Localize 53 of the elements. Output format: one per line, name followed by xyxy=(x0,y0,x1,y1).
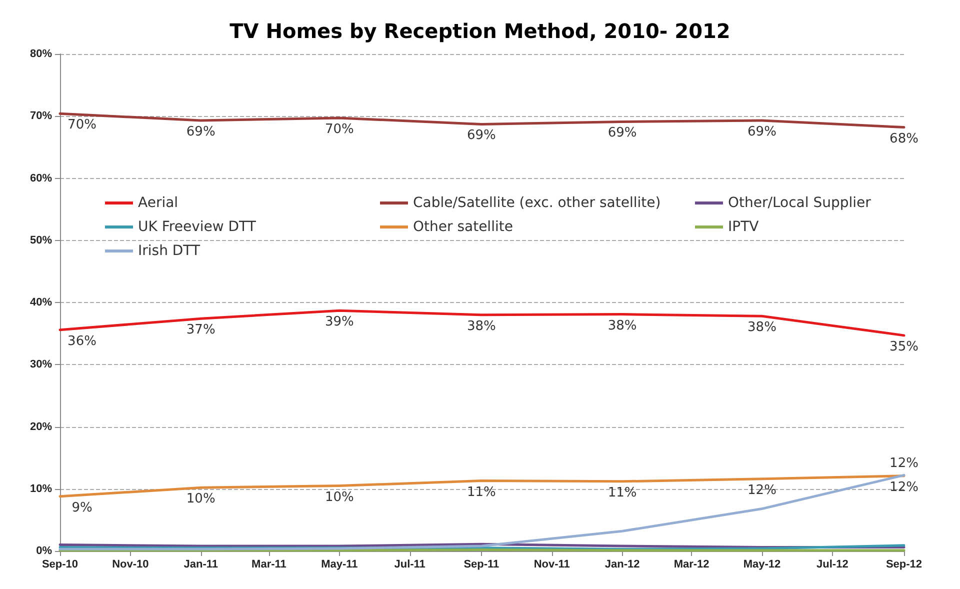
y-tick-label: 70% xyxy=(30,110,52,122)
y-tick-label: 40% xyxy=(30,296,52,308)
y-tick-label: 80% xyxy=(30,48,52,60)
legend-label: Other/Local Supplier xyxy=(728,195,872,211)
x-tick-label: Nov-11 xyxy=(534,558,570,570)
data-label: 12% xyxy=(890,456,918,472)
x-tick-label: May-11 xyxy=(321,558,358,570)
x-tick-label: Mar-11 xyxy=(252,558,286,570)
y-tick-label: 10% xyxy=(30,482,52,495)
data-label: 69% xyxy=(186,124,216,140)
y-tick-label: 20% xyxy=(30,420,52,433)
legend-label: Aerial xyxy=(138,195,178,211)
data-label: 11% xyxy=(608,485,637,500)
x-tick-label: May-12 xyxy=(743,558,781,570)
legend-label: Irish DTT xyxy=(138,243,200,259)
data-label: 70% xyxy=(68,118,96,133)
line-series xyxy=(58,309,906,337)
data-label: 68% xyxy=(890,131,918,146)
x-tick-label: Jul-11 xyxy=(394,558,426,570)
y-tick-label: 30% xyxy=(30,358,52,371)
data-label: 39% xyxy=(324,314,354,330)
data-label: 37% xyxy=(186,322,216,338)
data-label: 9% xyxy=(72,500,92,516)
legend-label: UK Freeview DTT xyxy=(138,219,256,235)
data-label: 36% xyxy=(68,334,96,349)
x-tick-label: Jan-12 xyxy=(604,558,640,570)
data-label: 10% xyxy=(324,490,354,505)
data-label: 69% xyxy=(748,124,776,140)
x-tick-label: Jan-11 xyxy=(184,558,218,570)
data-label: 10% xyxy=(186,492,216,507)
y-tick-label: 50% xyxy=(30,234,52,246)
x-tick-label: Sep-10 xyxy=(42,558,78,570)
x-tick-label: Mar-12 xyxy=(674,558,710,570)
y-tick-label: 60% xyxy=(30,172,52,184)
data-label: 38% xyxy=(748,320,776,336)
data-label: 35% xyxy=(890,339,918,354)
legend-label: Cable/Satellite (exc. other satellite) xyxy=(413,195,661,211)
legend-label: IPTV xyxy=(728,219,760,235)
data-label: 12% xyxy=(890,480,918,495)
x-tick-label: Nov-10 xyxy=(112,558,149,570)
y-tick-label: 0% xyxy=(36,545,52,557)
x-tick-label: Sep-11 xyxy=(464,558,500,570)
x-tick-label: Jul-12 xyxy=(816,558,848,570)
data-label: 38% xyxy=(608,318,637,334)
legend-label: Other satellite xyxy=(413,219,513,235)
data-label: 38% xyxy=(466,318,496,334)
data-label: 69% xyxy=(608,126,637,141)
data-label: 12% xyxy=(748,482,776,498)
x-tick-label: Sep-12 xyxy=(886,558,922,570)
data-label: 70% xyxy=(324,122,354,137)
chart-title: TV Homes by Reception Method, 2010- 2012 xyxy=(230,19,730,43)
data-label: 69% xyxy=(466,128,496,144)
data-label: 11% xyxy=(466,484,496,500)
